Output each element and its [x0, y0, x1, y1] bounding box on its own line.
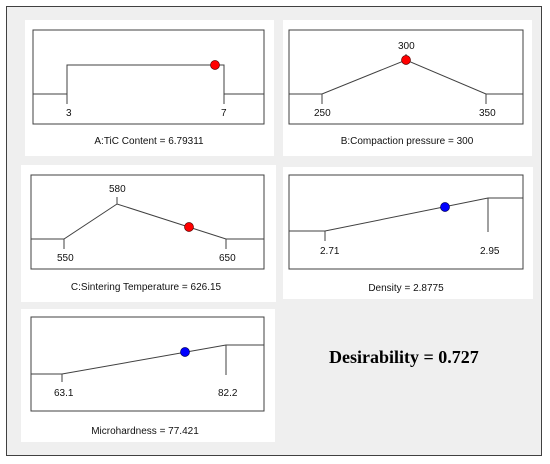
microhardness-label: Microhardness = 77.421: [91, 426, 199, 437]
density-tick-high: 2.95: [480, 246, 500, 257]
microhardness-plot: 63.1 82.2 Microhardness = 77.421: [30, 316, 265, 437]
sintering-temperature-label: C:Sintering Temperature = 626.15: [71, 282, 222, 293]
sintering-temperature-plot: 550 580 650 C:Sintering Temperature = 62…: [30, 174, 265, 293]
sintering-temperature-tick-mid: 580: [109, 184, 126, 195]
tic-content-curve: [33, 64, 264, 95]
density-plot: 2.71 2.95 Density = 2.8775: [288, 174, 524, 294]
figure-frame: 3 7 A:TiC Content = 6.79311 250 300 350 …: [6, 6, 542, 456]
microhardness-tick-high: 82.2: [218, 388, 238, 399]
microhardness-plot-box: [30, 316, 265, 412]
microhardness-tick-low: 63.1: [54, 388, 74, 399]
compaction-pressure-plot-box: [288, 29, 524, 125]
microhardness-marker: [180, 347, 190, 357]
microhardness-curve: [31, 344, 264, 375]
tic-content-plot: 3 7 A:TiC Content = 6.79311: [32, 29, 265, 147]
tic-content-tick-low: 3: [66, 108, 72, 119]
panel-compaction-pressure: 250 300 350 B:Compaction pressure = 300: [283, 20, 532, 156]
compaction-pressure-tick-high: 350: [479, 108, 496, 119]
panel-microhardness: 63.1 82.2 Microhardness = 77.421: [21, 309, 275, 442]
sintering-temperature-tick-high: 650: [219, 253, 236, 264]
density-curve: [289, 197, 523, 232]
sintering-temperature-marker: [184, 222, 194, 232]
desirability-value: Desirability = 0.727: [329, 347, 479, 367]
compaction-pressure-label: B:Compaction pressure = 300: [341, 136, 474, 147]
compaction-pressure-curve: [289, 59, 523, 95]
compaction-pressure-tick-mid: 300: [398, 41, 415, 52]
sintering-temperature-tick-low: 550: [57, 253, 74, 264]
compaction-pressure-tick-low: 250: [314, 108, 331, 119]
density-marker: [440, 202, 450, 212]
panel-density: 2.71 2.95 Density = 2.8775: [283, 167, 533, 299]
tic-content-label: A:TiC Content = 6.79311: [94, 136, 204, 147]
tic-content-marker: [210, 60, 220, 70]
compaction-pressure-plot: 250 300 350 B:Compaction pressure = 300: [288, 29, 524, 147]
density-label: Density = 2.8775: [368, 283, 444, 294]
compaction-pressure-marker: [401, 55, 411, 65]
density-tick-low: 2.71: [320, 246, 340, 257]
sintering-temperature-plot-box: [30, 174, 265, 270]
panel-tic-content: 3 7 A:TiC Content = 6.79311: [25, 20, 274, 156]
tic-content-tick-high: 7: [221, 108, 227, 119]
tic-content-plot-box: [32, 29, 265, 125]
sintering-temperature-curve: [31, 203, 264, 240]
panel-sintering-temperature: 550 580 650 C:Sintering Temperature = 62…: [21, 165, 276, 302]
density-plot-box: [288, 174, 524, 270]
